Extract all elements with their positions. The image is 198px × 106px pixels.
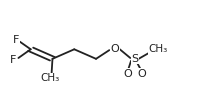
Text: O: O xyxy=(123,69,132,79)
Text: O: O xyxy=(137,69,146,79)
Text: CH₃: CH₃ xyxy=(41,73,60,83)
Text: S: S xyxy=(131,54,138,64)
Text: F: F xyxy=(13,35,19,45)
Text: F: F xyxy=(10,55,16,65)
Text: O: O xyxy=(110,44,119,54)
Text: CH₃: CH₃ xyxy=(149,44,168,54)
